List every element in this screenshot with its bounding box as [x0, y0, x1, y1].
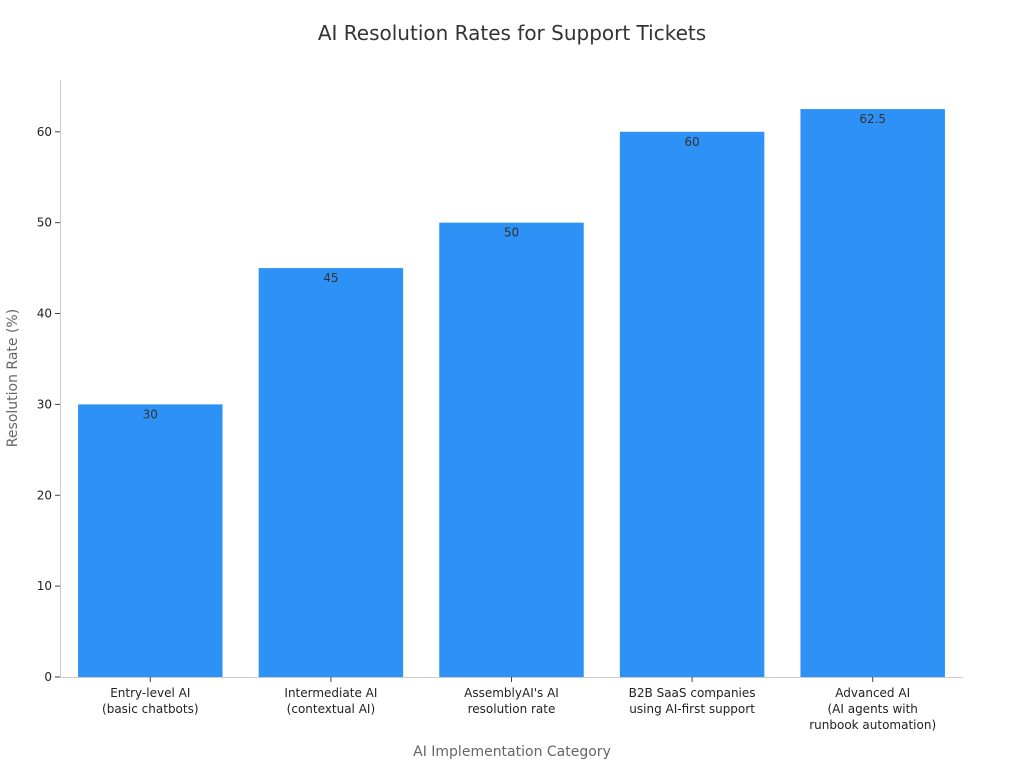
y-tick-label: 60 — [37, 125, 52, 139]
bar — [78, 404, 223, 677]
y-tick-label: 20 — [37, 488, 52, 502]
value-label: 45 — [323, 271, 338, 285]
bar — [800, 109, 945, 677]
x-tick-label: Intermediate AI (contextual AI) — [284, 686, 377, 716]
y-tick-label: 0 — [44, 670, 52, 684]
x-tick-label: AssemblyAI's AI resolution rate — [464, 686, 559, 716]
value-label: 60 — [684, 135, 699, 149]
y-axis-label: Resolution Rate (%) — [5, 309, 21, 447]
x-tick-label: B2B SaaS companies using AI-first support — [629, 686, 756, 716]
chart-title: AI Resolution Rates for Support Tickets — [318, 21, 706, 45]
y-tick-label: 40 — [37, 307, 52, 321]
value-label: 62.5 — [859, 112, 886, 126]
y-tick-label: 10 — [37, 579, 52, 593]
x-tick-label: Entry-level AI (basic chatbots) — [102, 686, 199, 716]
value-label: 30 — [143, 407, 158, 421]
y-tick-label: 50 — [37, 216, 52, 230]
x-tick-label: Advanced AI (AI agents with runbook automa… — [809, 686, 936, 732]
bar — [258, 268, 404, 677]
x-axis-label: AI Implementation Category — [413, 744, 611, 760]
y-tick-label: 30 — [37, 397, 52, 411]
bar — [439, 222, 584, 677]
value-label: 50 — [504, 226, 519, 240]
bar — [619, 131, 765, 677]
